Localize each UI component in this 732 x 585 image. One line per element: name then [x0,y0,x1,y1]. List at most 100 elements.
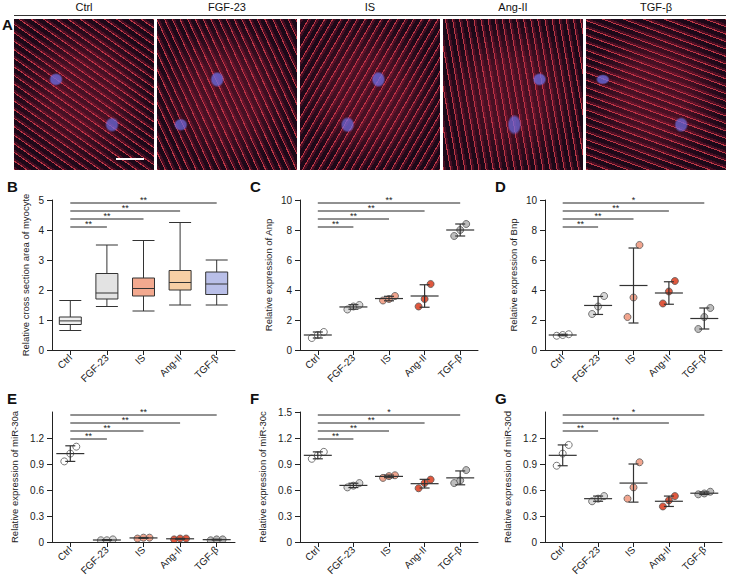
svg-text:**: ** [612,415,620,425]
svg-text:Ctrl: Ctrl [548,352,567,371]
svg-text:FGF-23: FGF-23 [79,544,111,576]
svg-text:E: E [7,390,17,407]
svg-text:TGF-β: TGF-β [192,352,220,380]
svg-text:IS: IS [378,352,393,367]
svg-text:Relative expression of Anp: Relative expression of Anp [263,219,274,331]
svg-text:10: 10 [281,195,293,206]
svg-text:Relative expression of Bnp: Relative expression of Bnp [508,218,519,331]
svg-text:Relative cross section area of: Relative cross section area of myocyte [20,194,31,357]
svg-text:8: 8 [286,225,292,236]
svg-text:*: * [387,407,391,417]
svg-text:1.2: 1.2 [278,433,292,444]
svg-text:2: 2 [286,315,292,326]
svg-text:Ang-II: Ang-II [646,352,673,379]
svg-text:G: G [495,390,507,407]
svg-text:4: 4 [531,285,537,296]
svg-text:IS: IS [623,352,638,367]
svg-text:0: 0 [531,537,537,548]
svg-text:**: ** [140,407,148,417]
svg-text:**: ** [85,219,93,229]
svg-text:**: ** [385,195,393,205]
svg-text:TGF-β: TGF-β [680,352,708,380]
svg-text:4: 4 [286,285,292,296]
svg-text:**: ** [368,203,376,213]
svg-text:0.6: 0.6 [30,485,44,496]
svg-text:FGF-23: FGF-23 [325,352,357,384]
svg-text:TGF-β: TGF-β [436,544,464,572]
svg-text:Ctrl: Ctrl [303,544,322,563]
svg-text:TGF-β: TGF-β [192,544,220,572]
svg-text:0: 0 [531,345,537,356]
svg-text:0: 0 [286,537,292,548]
svg-text:1.5: 1.5 [278,407,292,418]
svg-text:0.3: 0.3 [30,511,44,522]
svg-text:**: ** [577,423,585,433]
svg-text:IS: IS [133,544,148,559]
svg-text:1.2: 1.2 [523,433,537,444]
svg-text:**: ** [577,219,585,229]
svg-text:Ang-II: Ang-II [157,352,184,379]
svg-text:8: 8 [531,225,537,236]
svg-text:Ang-II: Ang-II [646,544,673,571]
svg-text:0.9: 0.9 [278,459,292,470]
svg-text:4: 4 [38,225,44,236]
svg-text:**: ** [332,219,340,229]
svg-text:D: D [495,178,506,195]
svg-text:Ctrl: Ctrl [303,352,322,371]
svg-text:Ang-II: Ang-II [402,544,429,571]
svg-text:0.3: 0.3 [523,511,537,522]
svg-text:**: ** [85,431,93,441]
svg-text:IS: IS [133,352,148,367]
svg-text:**: ** [140,195,148,205]
svg-text:0: 0 [286,345,292,356]
svg-text:Ang-II: Ang-II [157,544,184,571]
svg-text:1.2: 1.2 [30,433,44,444]
svg-text:6: 6 [531,255,537,266]
svg-text:FGF-23: FGF-23 [79,352,111,384]
svg-text:Relative expression of miR-30c: Relative expression of miR-30c [257,411,268,543]
svg-text:0.9: 0.9 [30,459,44,470]
svg-text:**: ** [350,211,358,221]
svg-text:**: ** [103,423,111,433]
svg-text:IS: IS [623,544,638,559]
svg-text:*: * [632,407,636,417]
svg-text:3: 3 [38,255,44,266]
svg-text:**: ** [332,431,340,441]
svg-text:*: * [632,195,636,205]
svg-text:TGF-β: TGF-β [680,544,708,572]
svg-text:**: ** [103,211,111,221]
svg-text:**: ** [350,423,358,433]
svg-text:Relative expression of miR-30a: Relative expression of miR-30a [9,410,20,543]
svg-text:B: B [7,178,18,195]
svg-text:10: 10 [526,195,538,206]
svg-text:**: ** [368,415,376,425]
svg-text:FGF-23: FGF-23 [570,544,602,576]
svg-text:2: 2 [531,315,537,326]
svg-text:Ctrl: Ctrl [548,544,567,563]
svg-text:5: 5 [38,195,44,206]
svg-text:Ctrl: Ctrl [55,544,74,563]
svg-text:**: ** [122,415,130,425]
svg-text:**: ** [612,203,620,213]
svg-text:0.6: 0.6 [523,485,537,496]
svg-text:F: F [250,390,259,407]
svg-text:6: 6 [286,255,292,266]
svg-text:C: C [250,178,261,195]
svg-text:FGF-23: FGF-23 [570,352,602,384]
svg-text:0.3: 0.3 [278,511,292,522]
svg-text:0.6: 0.6 [278,485,292,496]
svg-text:Ang-II: Ang-II [402,352,429,379]
svg-text:0: 0 [38,537,44,548]
svg-text:0: 0 [38,345,44,356]
svg-text:0.9: 0.9 [523,459,537,470]
svg-text:IS: IS [378,544,393,559]
svg-text:FGF-23: FGF-23 [325,544,357,576]
svg-text:**: ** [122,203,130,213]
svg-text:2: 2 [38,285,44,296]
svg-text:TGF-β: TGF-β [436,352,464,380]
svg-text:1: 1 [38,315,44,326]
svg-text:Relative expression of miR-30d: Relative expression of miR-30d [502,411,513,543]
html-text:Ctrl: Ctrl [75,1,93,13]
svg-text:**: ** [595,211,603,221]
svg-text:Ctrl: Ctrl [55,352,74,371]
